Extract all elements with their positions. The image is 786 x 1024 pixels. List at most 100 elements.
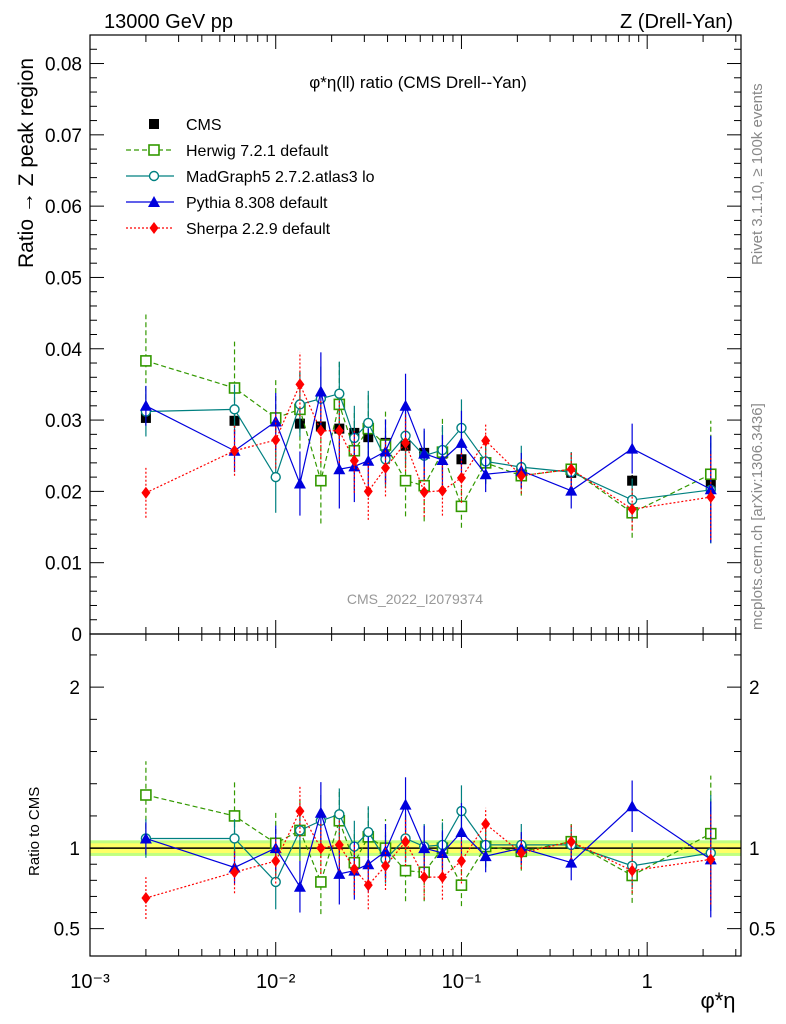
ratio-y-tick-label-right: 0.5 — [749, 920, 775, 941]
data-point — [566, 835, 576, 848]
ratio-y-tick-label-left: 2 — [69, 678, 80, 699]
data-point — [295, 378, 305, 391]
x-tick-label: 10⁻¹ — [442, 971, 482, 993]
main-panel-title: φ*η(ll) ratio (CMS Drell--Yan) — [309, 73, 527, 92]
ratio-y-axis-title: Ratio to CMS — [26, 787, 43, 876]
y-tick-label: 0.05 — [45, 268, 82, 289]
data-point — [271, 855, 281, 868]
data-point — [566, 463, 576, 476]
data-point — [704, 483, 717, 495]
data-point — [379, 845, 392, 857]
legend-marker — [148, 144, 160, 156]
data-point — [230, 866, 240, 879]
header-left-title: 13000 GeV pp — [104, 11, 233, 33]
series-sherpa-2-2-9-default-ratio — [141, 785, 716, 919]
data-point — [419, 871, 429, 884]
x-tick-label: 1 — [642, 971, 653, 993]
data-point — [333, 867, 346, 879]
data-point — [316, 842, 326, 855]
data-point — [139, 832, 152, 844]
data-point — [516, 469, 526, 482]
data-point — [399, 399, 412, 411]
data-point — [627, 503, 637, 516]
ratio-frame — [89, 633, 742, 957]
y-tick-label: 0.04 — [45, 340, 82, 361]
data-point — [418, 447, 431, 459]
data-point — [418, 842, 431, 854]
data-point — [626, 800, 639, 812]
series-line — [145, 809, 711, 883]
data-point — [399, 864, 412, 877]
data-point — [334, 838, 344, 851]
data-point — [314, 806, 327, 818]
legend-entry-sherpa-2-2-9-default: Sherpa 2.2.9 default — [126, 221, 331, 238]
data-point — [270, 471, 281, 483]
legend-label: CMS — [186, 117, 222, 134]
data-point — [479, 468, 492, 480]
data-point — [349, 863, 359, 876]
series-line — [145, 392, 711, 501]
ratio-y-tick-label-left: 1 — [69, 839, 80, 860]
data-point — [334, 424, 344, 437]
data-point — [363, 879, 373, 892]
data-point — [455, 500, 468, 513]
data-point — [479, 850, 492, 862]
legend-marker — [149, 119, 159, 129]
series-line — [145, 391, 712, 492]
legend-label: Sherpa 2.2.9 default — [186, 221, 331, 238]
series-sherpa-2-2-9-default-main — [141, 352, 716, 540]
data-point — [295, 805, 305, 818]
ratio-y-tick-label-left: 0.5 — [54, 920, 80, 941]
data-point — [363, 826, 374, 838]
legend-label: Herwig 7.2.1 default — [186, 143, 329, 160]
data-point — [363, 417, 374, 429]
axes: 0 0.01 0.02 0.03 0.04 0.05 0.06 0.07 0.08 0.5 0.5 1… — [45, 34, 775, 993]
data-point — [456, 471, 466, 484]
data-point — [455, 826, 468, 838]
data-point — [401, 436, 411, 449]
y-tick-label: 0.06 — [45, 197, 82, 218]
series-herwig-7-2-1-default-ratio — [140, 761, 717, 915]
data-point — [334, 809, 345, 820]
data-point — [139, 399, 152, 411]
data-point — [271, 434, 281, 447]
rivet-version-label: Rivet 3.1.10, ≥ 100k events — [749, 83, 766, 265]
data-point — [706, 491, 716, 504]
data-point — [419, 486, 429, 499]
data-point — [314, 385, 327, 397]
data-point — [399, 474, 412, 487]
data-point — [626, 442, 639, 454]
data-point — [565, 856, 578, 868]
main-panel-series — [139, 314, 717, 544]
legend: CMS Herwig 7.2.1 default MadGraph5 2.7.2.a… — [126, 117, 375, 238]
data-point — [293, 880, 306, 892]
ratio-y-tick-label-right: 2 — [749, 678, 760, 699]
mcplots-label: mcplots.cern.ch [arXiv:1306.3436] — [749, 403, 766, 630]
legend-entry-madgraph5-2-7-2-atlas3-lo: MadGraph5 2.7.2.atlas3 lo — [126, 169, 375, 186]
data-point — [229, 833, 240, 844]
data-point — [481, 817, 491, 830]
data-point — [481, 434, 491, 447]
legend-marker — [148, 170, 160, 182]
legend-label: MadGraph5 2.7.2.atlas3 lo — [186, 169, 375, 186]
y-tick-label: 0 — [71, 625, 82, 646]
data-point — [293, 477, 306, 489]
data-point — [437, 871, 447, 884]
data-point — [349, 454, 359, 467]
data-point — [455, 879, 468, 891]
data-point — [436, 454, 449, 466]
data-point — [565, 484, 578, 496]
y-tick-label: 0.07 — [45, 126, 82, 147]
legend-marker — [148, 196, 160, 207]
x-axis-title: φ*η — [700, 988, 735, 1013]
data-point — [269, 842, 282, 854]
data-point — [315, 474, 327, 487]
data-point — [627, 864, 637, 877]
data-point — [269, 415, 282, 427]
legend-entry-herwig-7-2-1-default: Herwig 7.2.1 default — [126, 143, 329, 160]
data-point — [399, 798, 412, 810]
data-point — [362, 454, 375, 466]
y-tick-label: 0.02 — [45, 482, 82, 503]
data-point — [516, 846, 526, 859]
